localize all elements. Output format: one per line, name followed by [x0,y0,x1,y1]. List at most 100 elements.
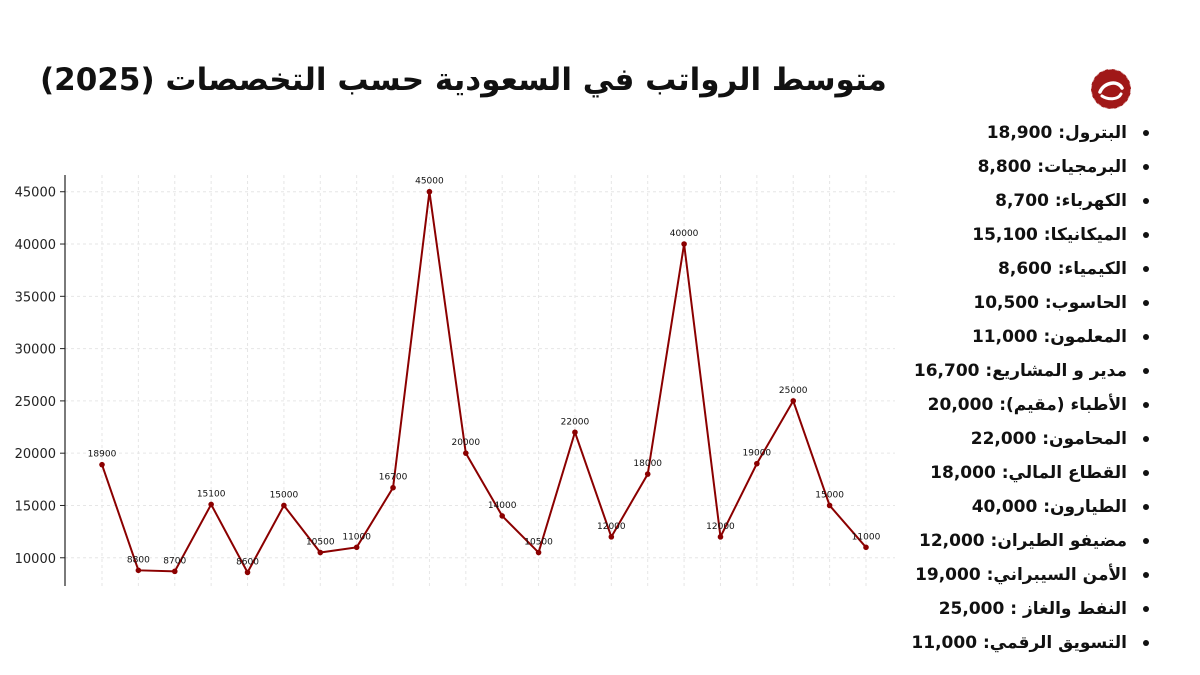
data-point [499,513,505,519]
data-label: 45000 [415,177,444,187]
data-point [681,241,687,247]
data-point [244,569,251,576]
data-label: 12000 [597,522,626,532]
data-point [572,429,578,436]
data-label: 15000 [815,490,844,500]
salary-list-item: الأمن السيبراني: 19,000 [900,558,1155,592]
y-tick-label: 25000 [15,395,56,410]
data-label: 25000 [779,386,808,396]
bullet-icon [1143,538,1149,544]
data-label: 10500 [306,538,335,548]
salary-list-item: التسويق الرقمي: 11,000 [900,626,1155,660]
bullet-icon [1143,266,1149,272]
salary-list-item: البترول: 18,900 [900,116,1155,150]
salary-list-item: مضيفو الطيران: 12,000 [900,524,1155,558]
salary-list-item: البرمجيات: 8,800 [900,150,1155,184]
series-line-path [101,191,867,575]
salary-list-text: البرمجيات: 8,800 [977,157,1127,177]
salary-list-text: الكهرباء: 8,700 [995,191,1127,211]
data-label: 10500 [524,538,553,548]
data-point [644,471,651,477]
data-point [171,568,178,575]
salary-list-text: المحامون: 22,000 [970,429,1127,449]
salary-list-text: الطيارون: 40,000 [971,497,1127,517]
data-point [390,484,396,491]
salary-list-text: الحاسوب: 10,500 [973,293,1127,313]
salary-list-text: الأطباء (مقيم): 20,000 [927,395,1127,415]
data-point [717,534,724,540]
data-point [353,544,360,551]
salary-list-item: الكيمياء: 8,600 [900,252,1155,286]
data-label: 19000 [743,449,772,459]
bullet-icon [1143,436,1149,442]
salary-list-item: الطيارون: 40,000 [900,490,1155,524]
y-tick-label: 40000 [15,238,56,253]
bullet-icon [1143,198,1149,204]
data-point [99,461,105,468]
salary-list-text: التسويق الرقمي: 11,000 [911,633,1127,653]
y-tick-label: 10000 [15,552,56,567]
data-label: 14000 [488,501,517,511]
bullet-icon [1143,504,1149,510]
data-label: 40000 [670,229,699,239]
salary-list-item: القطاع المالي: 18,000 [900,456,1155,490]
salary-list-item: المحامون: 22,000 [900,422,1155,456]
data-label: 22000 [561,417,590,427]
data-label: 16700 [379,473,408,483]
data-label: 18000 [633,459,662,469]
bullet-icon [1143,640,1149,646]
data-point [135,567,142,574]
salary-list-item: الميكانيكا: 15,100 [900,218,1155,252]
data-label: 11000 [852,532,881,542]
data-point [535,549,542,556]
data-point [754,460,760,467]
data-point [281,502,287,509]
y-tick-label: 35000 [15,290,56,305]
data-label: 8800 [127,555,150,565]
data-label: 18900 [88,450,117,460]
salary-list-item: الحاسوب: 10,500 [900,286,1155,320]
salary-list-text: مضيفو الطيران: 12,000 [919,531,1127,551]
data-label: 8600 [236,557,259,567]
brand-logo-icon [1090,68,1132,110]
y-tick-label: 30000 [15,343,56,358]
data-label: 15100 [197,489,226,499]
data-label: 11000 [342,532,371,542]
salary-list: البترول: 18,900 البرمجيات: 8,800 الكهرباء:… [900,116,1155,660]
salary-list-text: النفط والغاز : 25,000 [938,599,1127,619]
data-label: 8700 [163,556,186,566]
data-label: 12000 [706,522,735,532]
bullet-icon [1143,130,1149,136]
y-tick-label: 45000 [15,186,56,201]
data-point [426,188,433,195]
bullet-icon [1143,300,1149,306]
data-labels: 18900 8800 8700 15100 8600 15000 10500 11000 167… [88,177,881,568]
data-point [208,501,214,508]
data-point [790,398,797,404]
y-tick-labels: 10000 15000 20000 25000 30000 35000 40000 45000 [15,186,65,567]
salary-list-item: المعلمون: 11,000 [900,320,1155,354]
y-tick-label: 20000 [15,447,56,462]
bullet-icon [1143,606,1149,612]
data-point [608,534,615,540]
data-point [863,544,869,551]
bullet-icon [1143,164,1149,170]
grid-lines [65,175,895,586]
bullet-icon [1143,572,1149,578]
bullet-icon [1143,368,1149,374]
data-points [99,188,869,576]
salary-list-text: الأمن السيبراني: 19,000 [915,565,1127,585]
line-chart: 10000 15000 20000 25000 30000 35000 40000 45000… [15,175,895,586]
salary-list-item: مدير و المشاريع: 16,700 [900,354,1155,388]
salary-list-item: الكهرباء: 8,700 [900,184,1155,218]
bullet-icon [1143,470,1149,476]
salary-list-text: الكيمياء: 8,600 [998,259,1127,279]
y-tick-label: 15000 [15,499,56,514]
data-point [463,450,469,456]
salary-list-text: البترول: 18,900 [986,123,1127,143]
salary-list-text: مدير و المشاريع: 16,700 [913,361,1127,381]
series-line [101,191,867,575]
data-point [317,549,324,556]
salary-list-text: المعلمون: 11,000 [971,327,1127,347]
data-point [826,502,833,509]
